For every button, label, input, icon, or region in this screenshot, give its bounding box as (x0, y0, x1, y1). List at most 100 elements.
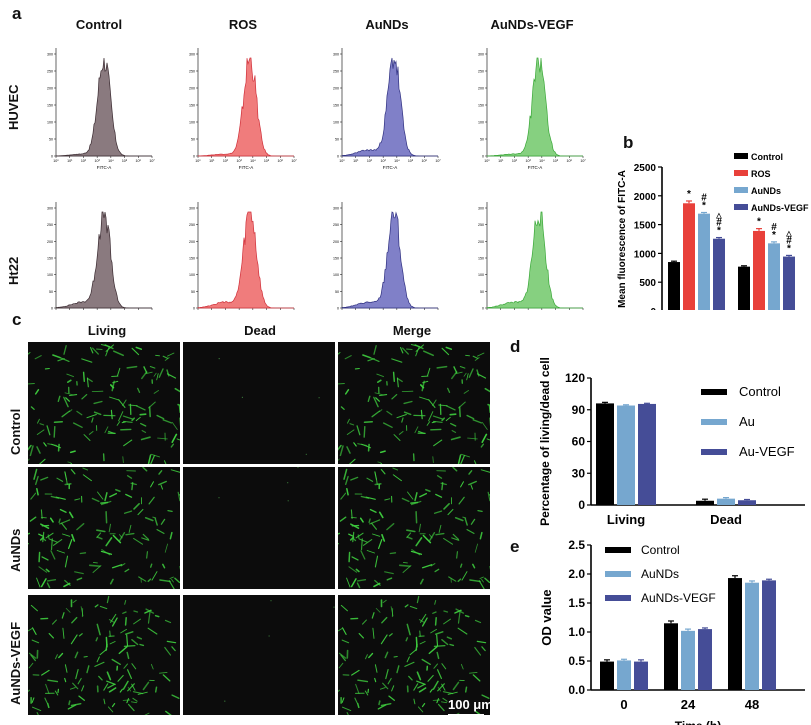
cell (92, 561, 98, 564)
hist-x-tick-label: 10⁷ (291, 159, 297, 163)
bar (728, 578, 742, 690)
cell (80, 606, 84, 617)
hist-x-tick-label: 10¹ (209, 159, 215, 163)
cell (341, 639, 350, 644)
hist-y-tick-label: 100 (189, 121, 195, 125)
cell (396, 377, 399, 388)
cell (103, 683, 109, 691)
cell (342, 706, 352, 712)
cell (133, 502, 140, 510)
cell (156, 373, 159, 381)
significance-mark: △ (715, 213, 722, 220)
cell (112, 380, 119, 384)
fluorescence-histogram (197, 57, 294, 157)
micrograph-aunds-vegf-dead (183, 595, 335, 715)
cell (41, 556, 49, 561)
cell (421, 564, 433, 569)
cell (447, 508, 454, 516)
cell (105, 345, 110, 357)
cell (338, 689, 340, 693)
cell (432, 420, 443, 423)
cell (132, 691, 144, 695)
hist-x-tick-label: 10⁴ (108, 159, 114, 163)
cell (164, 543, 169, 553)
hist-x-tick-label: 10⁴ (539, 159, 545, 163)
cell (442, 691, 454, 695)
dead-cell (218, 497, 220, 499)
hist-y-tick-label: 50 (49, 290, 53, 294)
hist-y-tick-label: 50 (480, 138, 484, 142)
cell (162, 563, 166, 569)
cell (70, 634, 78, 645)
cell (346, 487, 349, 496)
cell (420, 409, 423, 420)
bar (698, 629, 712, 690)
hist-x-tick-label: 10⁵ (264, 159, 270, 163)
scale-bar-label: 100 μm (448, 697, 493, 712)
significance-mark: # (771, 222, 777, 233)
row-head-aunds-vegf: AuNDs-VEGF (8, 621, 23, 705)
cell (111, 380, 115, 392)
cell (379, 409, 383, 413)
cell (31, 627, 37, 635)
cell (382, 682, 389, 690)
cell (432, 399, 437, 406)
cell (97, 491, 104, 500)
bar (668, 262, 680, 310)
cell (470, 518, 476, 525)
cell (46, 702, 50, 709)
cell (338, 383, 345, 385)
significance-mark: * (717, 226, 721, 237)
cell (28, 628, 33, 632)
cell (52, 539, 63, 546)
cell (469, 579, 481, 583)
cell (98, 675, 103, 681)
cell (366, 550, 375, 554)
hist-y-tick-label: 150 (47, 257, 53, 261)
cell (450, 436, 461, 441)
cell (374, 482, 382, 486)
cell (452, 533, 460, 540)
cell (403, 400, 413, 405)
cell (452, 467, 458, 472)
fluorescence-histogram (341, 211, 438, 309)
cell (435, 493, 443, 498)
cell (344, 355, 352, 360)
hist-x-label: FITC-A (383, 165, 398, 170)
cell (374, 664, 378, 673)
cell (137, 387, 141, 393)
cell (164, 357, 170, 361)
cell (358, 632, 364, 639)
cell (369, 519, 381, 525)
cell (177, 491, 180, 502)
cell (459, 366, 466, 369)
hist-y-tick-label: 50 (191, 290, 195, 294)
cell (96, 536, 103, 540)
y-tick-label: 0 (650, 307, 656, 310)
cell (60, 522, 68, 530)
cell (131, 639, 139, 646)
cell (117, 674, 124, 682)
bar (783, 256, 795, 310)
hist-x-tick-label: 10⁶ (278, 159, 284, 163)
cell (460, 454, 466, 464)
cell (48, 632, 54, 639)
cell (350, 476, 359, 481)
hist-y-tick-label: 100 (478, 121, 484, 125)
cell (404, 604, 409, 608)
hist-y-tick-label: 200 (478, 87, 484, 91)
cell (83, 656, 88, 658)
cell (28, 458, 30, 462)
y-tick-label: 1000 (634, 249, 657, 260)
cell (441, 417, 445, 422)
fluorescence-histogram (341, 57, 438, 157)
dead-cell (218, 358, 220, 360)
cell (474, 357, 480, 361)
cell (64, 482, 72, 486)
cell (410, 550, 423, 555)
cell (142, 533, 150, 540)
cell (356, 425, 361, 436)
cell (72, 682, 79, 690)
cell-strokes (28, 595, 180, 715)
cell (430, 628, 437, 634)
